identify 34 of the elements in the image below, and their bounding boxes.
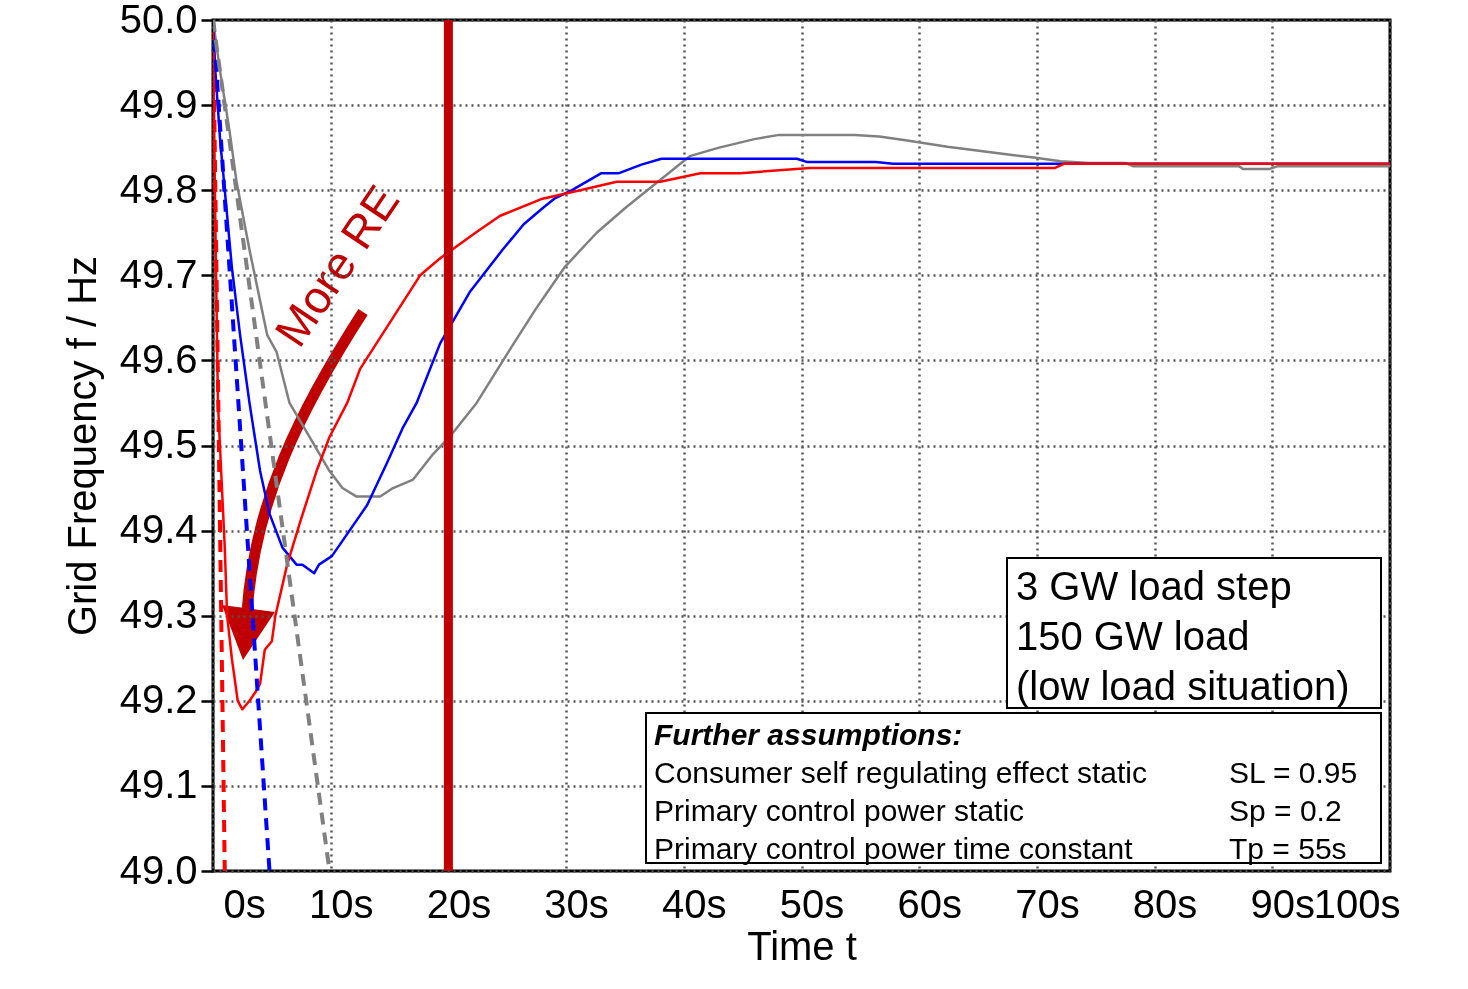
x-tick-label: 40s	[662, 881, 727, 926]
annotation: 150 GW load	[1016, 614, 1250, 658]
x-tick-label: 10s	[308, 881, 374, 926]
x-tick-label: 90s	[1250, 881, 1316, 926]
y-tick-label: 49.0	[119, 847, 198, 892]
y-axis-title: Grid Frequency f / Hz	[59, 255, 104, 637]
y-tick-label: 49.7	[119, 251, 198, 296]
annotation: Consumer self regulating effect static	[654, 756, 1148, 789]
y-tick-label: 49.9	[119, 81, 198, 126]
y-tick-label: 49.6	[119, 336, 198, 381]
y-tick-label: 50.0	[119, 0, 198, 41]
annotation: Further assumptions:	[654, 718, 963, 751]
x-tick-label: 0s	[223, 881, 266, 926]
x-tick-label: 30s	[544, 881, 609, 926]
x-axis-title: Time t	[747, 923, 857, 968]
x-tick-label: 50s	[779, 881, 845, 926]
annotation: (low load situation)	[1016, 664, 1350, 708]
annotation: Sp = 0.2	[1229, 794, 1342, 827]
y-tick-label: 49.8	[119, 166, 198, 211]
x-tick-label: 60s	[897, 881, 962, 926]
x-tick-label: 20s	[426, 881, 492, 926]
annotation: Tp = 55s	[1229, 832, 1347, 865]
annotation: SL = 0.95	[1229, 756, 1358, 789]
y-tick-label: 49.5	[119, 422, 198, 466]
y-tick-label: 49.3	[119, 592, 198, 637]
annotation: Primary control power static	[654, 794, 1025, 827]
y-tick-label: 49.4	[119, 507, 198, 552]
x-tick-label: 80s	[1132, 881, 1198, 926]
x-tick-label: 100s	[1313, 881, 1401, 926]
annotation: 3 GW load step	[1016, 564, 1292, 608]
y-tick-label: 49.1	[119, 762, 198, 807]
annotation: Primary control power time constant	[654, 832, 1134, 865]
x-tick-label: 70s	[1015, 881, 1080, 926]
y-tick-label: 49.2	[119, 677, 198, 722]
